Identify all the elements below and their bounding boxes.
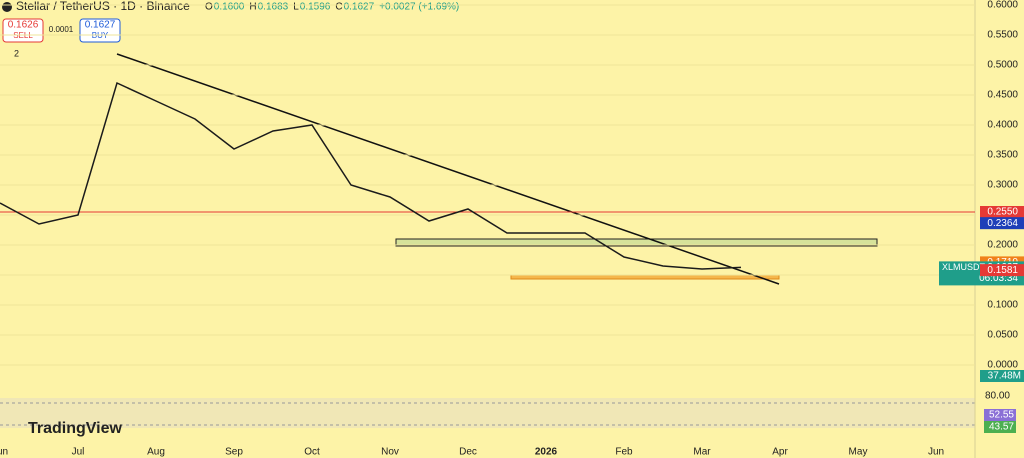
- x-tick-label: Feb: [615, 447, 633, 458]
- rsi-value: 52.55: [989, 410, 1014, 421]
- x-tick-label: Oct: [304, 447, 320, 458]
- x-tick-label: Dec: [459, 447, 477, 458]
- y-tick-label: 0.2000: [987, 240, 1018, 251]
- y-tick-label: 0.5500: [987, 30, 1018, 41]
- buy-label: BUY: [92, 31, 109, 40]
- rsi-tag: [984, 409, 1016, 421]
- countdown: 06:03:34: [979, 273, 1018, 284]
- ohlc-value: 0.1600: [214, 2, 245, 13]
- sell-label: SELL: [13, 31, 33, 40]
- x-tick-label: 2026: [535, 447, 558, 458]
- y-tick-label: 0.0500: [987, 330, 1018, 341]
- price-tag-bg: [980, 264, 1024, 277]
- price-tag: 0.2550: [980, 206, 1024, 218]
- price-tag-bg: [980, 206, 1024, 218]
- x-tick-label: Nov: [381, 447, 399, 458]
- ohlc-letter: H: [249, 2, 256, 13]
- y-tick-label: 0.0000: [987, 360, 1018, 371]
- support-band: [510, 274, 780, 280]
- sell-button[interactable]: [2, 18, 44, 43]
- ohlc-value: 0.1596: [300, 2, 331, 13]
- logo: TradingView: [28, 420, 123, 437]
- x-tick-label: May: [849, 447, 868, 458]
- y-tick-label: 0.3500: [987, 150, 1018, 161]
- ohlc-value: 0.1683: [258, 2, 289, 13]
- x-tick-label: Jun: [0, 447, 8, 458]
- symbol: Stellar / TetherUS · 1D · Binance: [16, 0, 190, 13]
- price-tag: 0.1581: [980, 264, 1024, 277]
- ohlc-value: 0.1627: [344, 2, 375, 13]
- symbol-icon: [2, 2, 12, 12]
- ohlc-letter: C: [335, 2, 342, 13]
- rsi-ma: 43.57: [989, 422, 1014, 433]
- sell-price: 0.1626: [8, 20, 39, 31]
- y-tick-label: 0.1000: [987, 300, 1018, 311]
- rsi-ma-tag: [984, 421, 1016, 433]
- x-tick-label: Mar: [693, 447, 711, 458]
- y-tick-label: 0.4000: [987, 120, 1018, 131]
- buy-price: 0.1627: [85, 20, 116, 31]
- price-tag-label: 0.1581: [987, 265, 1018, 276]
- x-tick-label: Jul: [72, 447, 85, 458]
- spread: 0.0001: [49, 25, 74, 34]
- x-tick-label: Jun: [928, 447, 944, 458]
- trendline: [116, 53, 780, 285]
- change: +0.0027 (+1.69%): [379, 2, 459, 13]
- x-tick-label: Apr: [772, 447, 788, 458]
- price-tag-label: 0.2364: [987, 218, 1018, 229]
- rsi-level: 80.00: [985, 391, 1010, 402]
- symbol-tag: XLMUSDT: [942, 262, 986, 272]
- x-tick-label: Sep: [225, 447, 243, 458]
- support-zone: [395, 238, 878, 247]
- y-tick-label: 0.3000: [987, 180, 1018, 191]
- price-line: [0, 81, 742, 270]
- y-tick-label: 0.4500: [987, 90, 1018, 101]
- price-tag: 0.2364: [980, 217, 1024, 230]
- y-tick-label: 0.6000: [987, 0, 1018, 11]
- x-tick-label: Aug: [147, 447, 165, 458]
- ohlc-letter: O: [205, 2, 213, 13]
- price-tag-label: 0.2550: [987, 207, 1018, 218]
- ohlc-letter: L: [293, 2, 299, 13]
- price-tag-bg: [980, 217, 1024, 230]
- volume-tag: [980, 370, 1024, 382]
- volume-label: 37.48M: [988, 371, 1021, 382]
- y-tick-label: 0.5000: [987, 60, 1018, 71]
- indicator-count[interactable]: 2: [14, 48, 19, 58]
- buy-button[interactable]: [79, 18, 121, 43]
